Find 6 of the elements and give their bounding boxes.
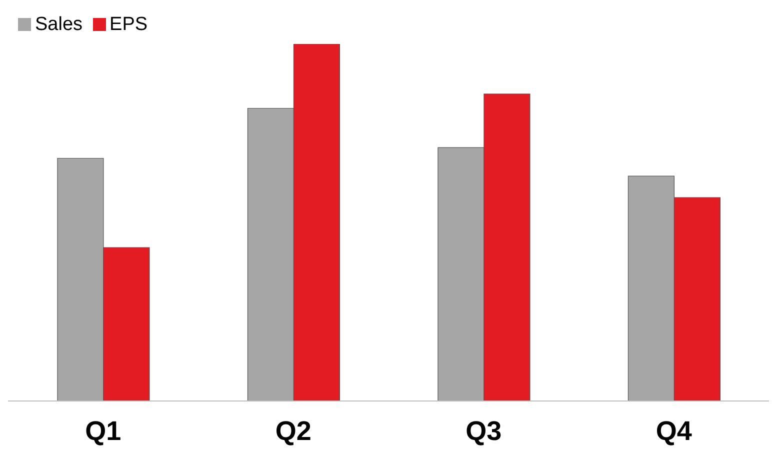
x-tick-label: Q2	[275, 416, 312, 446]
x-tick-label: Q3	[466, 416, 502, 446]
x-tick-label: Q4	[656, 416, 692, 446]
legend-label: EPS	[110, 14, 148, 35]
x-tick-label: Q1	[85, 416, 122, 446]
legend-label: Sales	[35, 14, 83, 35]
